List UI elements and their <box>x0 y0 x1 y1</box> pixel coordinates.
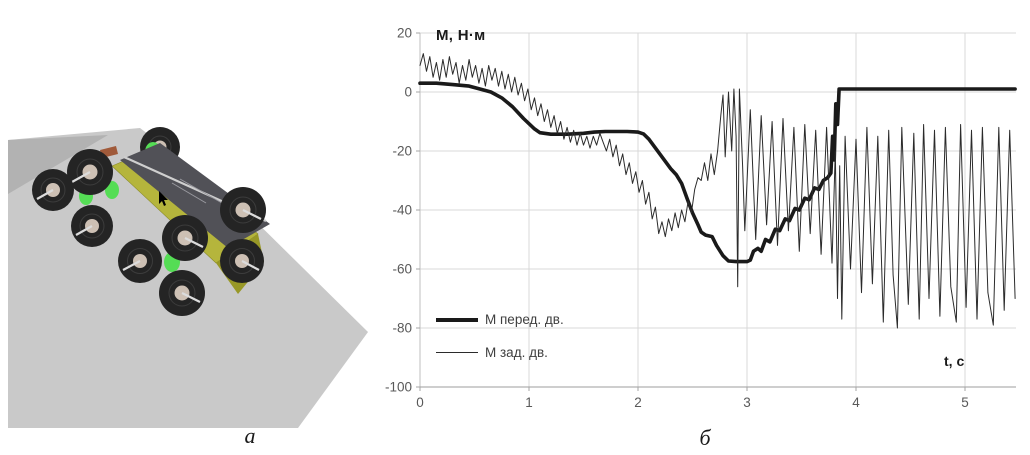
deck-label-text <box>171 178 223 204</box>
legend-label: М перед. дв. <box>485 312 564 327</box>
wheel <box>159 270 205 316</box>
x-tick-label: 1 <box>525 395 533 410</box>
thin-line-sample <box>436 352 478 353</box>
wheel <box>118 239 162 283</box>
x-axis-label: t, c <box>944 353 965 369</box>
chart-title: М, Н·м <box>436 27 486 44</box>
wheel <box>220 187 266 233</box>
y-tick-label: -60 <box>392 262 412 277</box>
y-tick-label: 20 <box>397 26 412 41</box>
front-motor-torque-line <box>418 81 1017 264</box>
wheel <box>162 215 208 261</box>
thick-line-sample <box>436 317 478 322</box>
x-tick-label: 0 <box>416 395 424 410</box>
y-tick-label: -80 <box>392 321 412 336</box>
x-tick-label: 2 <box>634 395 642 410</box>
panel-a-caption: а <box>244 423 256 448</box>
wheel <box>71 205 113 247</box>
legend-entry-rear-motor: М зад. дв. <box>436 336 564 369</box>
y-tick-label: -40 <box>392 203 412 218</box>
chart-legend: М перед. дв. М зад. дв. <box>436 303 564 369</box>
y-tick-label: -20 <box>392 144 412 159</box>
x-tick-label: 5 <box>961 395 969 410</box>
legend-label: М зад. дв. <box>485 345 548 360</box>
y-tick-label: -100 <box>385 380 412 395</box>
wheel <box>67 149 113 195</box>
panel-b-caption: б <box>699 425 711 450</box>
slope-wedge <box>8 135 108 194</box>
legend-entry-front-motor: М перед. дв. <box>436 303 564 336</box>
wheel <box>220 239 264 283</box>
wheels <box>32 149 266 316</box>
rear-motor-torque-line <box>419 53 1016 329</box>
robot <box>32 127 270 316</box>
wheel <box>32 169 74 211</box>
y-tick-label: 0 <box>404 85 412 100</box>
cursor-arrow-icon <box>159 191 168 206</box>
x-tick-label: 4 <box>852 395 860 410</box>
x-tick-label: 3 <box>743 395 751 410</box>
